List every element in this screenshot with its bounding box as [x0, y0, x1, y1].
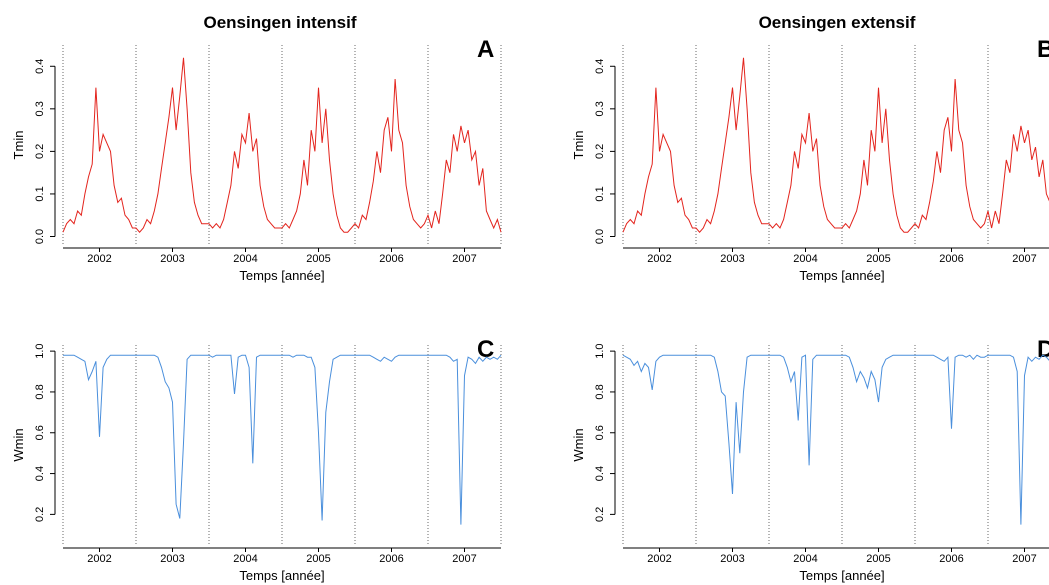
- x-tick-label: 2004: [793, 253, 817, 265]
- y-tick-label: 0.4: [594, 59, 606, 74]
- x-tick-label: 2005: [306, 553, 330, 565]
- data-line: [622, 57, 1049, 233]
- x-tick-label: 2006: [379, 253, 403, 265]
- y-axis-label: Wmin: [11, 428, 26, 461]
- y-tick-label: 0.2: [34, 507, 46, 522]
- y-tick-label: 0.2: [34, 144, 46, 159]
- y-tick-label: 0.4: [594, 466, 606, 481]
- x-tick-label: 2006: [379, 553, 403, 565]
- x-tick-label: 2005: [866, 553, 890, 565]
- y-axis-label: Tmin: [11, 131, 26, 160]
- y-tick-label: 0.0: [594, 229, 606, 244]
- y-tick-label: 0.2: [594, 144, 606, 159]
- data-line: [63, 354, 502, 525]
- x-axis-label: Temps [année]: [799, 268, 884, 283]
- x-tick-label: 2003: [160, 253, 184, 265]
- y-tick-label: 1.0: [34, 343, 46, 358]
- chart-title: Oensingen extensif: [759, 13, 916, 32]
- y-axis-label: Wmin: [571, 428, 586, 461]
- y-tick-label: 0.3: [34, 101, 46, 116]
- data-line: [622, 354, 1049, 525]
- y-tick-label: 0.6: [594, 425, 606, 440]
- data-line: [62, 57, 502, 233]
- chart-title: Oensingen intensif: [203, 13, 356, 32]
- x-tick-label: 2007: [452, 253, 476, 265]
- y-tick-label: 0.3: [594, 101, 606, 116]
- y-tick-label: 1.0: [594, 343, 606, 358]
- x-axis-label: Temps [année]: [239, 268, 324, 283]
- x-tick-label: 2003: [720, 553, 744, 565]
- y-tick-label: 0.4: [34, 59, 46, 74]
- y-tick-label: 0.2: [594, 507, 606, 522]
- panel-letter: B: [1037, 36, 1049, 63]
- x-tick-label: 2002: [87, 553, 111, 565]
- y-axis-label: Tmin: [571, 131, 586, 160]
- x-tick-label: 2007: [452, 553, 476, 565]
- x-tick-label: 2005: [306, 253, 330, 265]
- x-tick-label: 2004: [233, 253, 257, 265]
- x-tick-label: 2002: [647, 553, 671, 565]
- x-tick-label: 2003: [160, 553, 184, 565]
- x-tick-label: 2006: [939, 553, 963, 565]
- y-tick-label: 0.1: [594, 186, 606, 201]
- x-tick-label: 2004: [793, 553, 817, 565]
- x-tick-label: 2002: [87, 253, 111, 265]
- x-tick-label: 2003: [720, 253, 744, 265]
- x-tick-label: 2005: [866, 253, 890, 265]
- y-tick-label: 0.6: [34, 425, 46, 440]
- x-tick-label: 2006: [939, 253, 963, 265]
- panel-letter: C: [477, 336, 494, 363]
- x-tick-label: 2007: [1012, 553, 1036, 565]
- y-tick-label: 0.4: [34, 466, 46, 481]
- x-tick-label: 2007: [1012, 253, 1036, 265]
- y-tick-label: 0.0: [34, 229, 46, 244]
- y-tick-label: 0.8: [594, 384, 606, 399]
- x-tick-label: 2002: [647, 253, 671, 265]
- y-tick-label: 0.1: [34, 186, 46, 201]
- panel-letter: A: [477, 36, 494, 63]
- x-axis-label: Temps [année]: [239, 568, 324, 583]
- x-tick-label: 2004: [233, 553, 257, 565]
- y-tick-label: 0.8: [34, 384, 46, 399]
- panel-letter: D: [1037, 336, 1049, 363]
- x-axis-label: Temps [année]: [799, 568, 884, 583]
